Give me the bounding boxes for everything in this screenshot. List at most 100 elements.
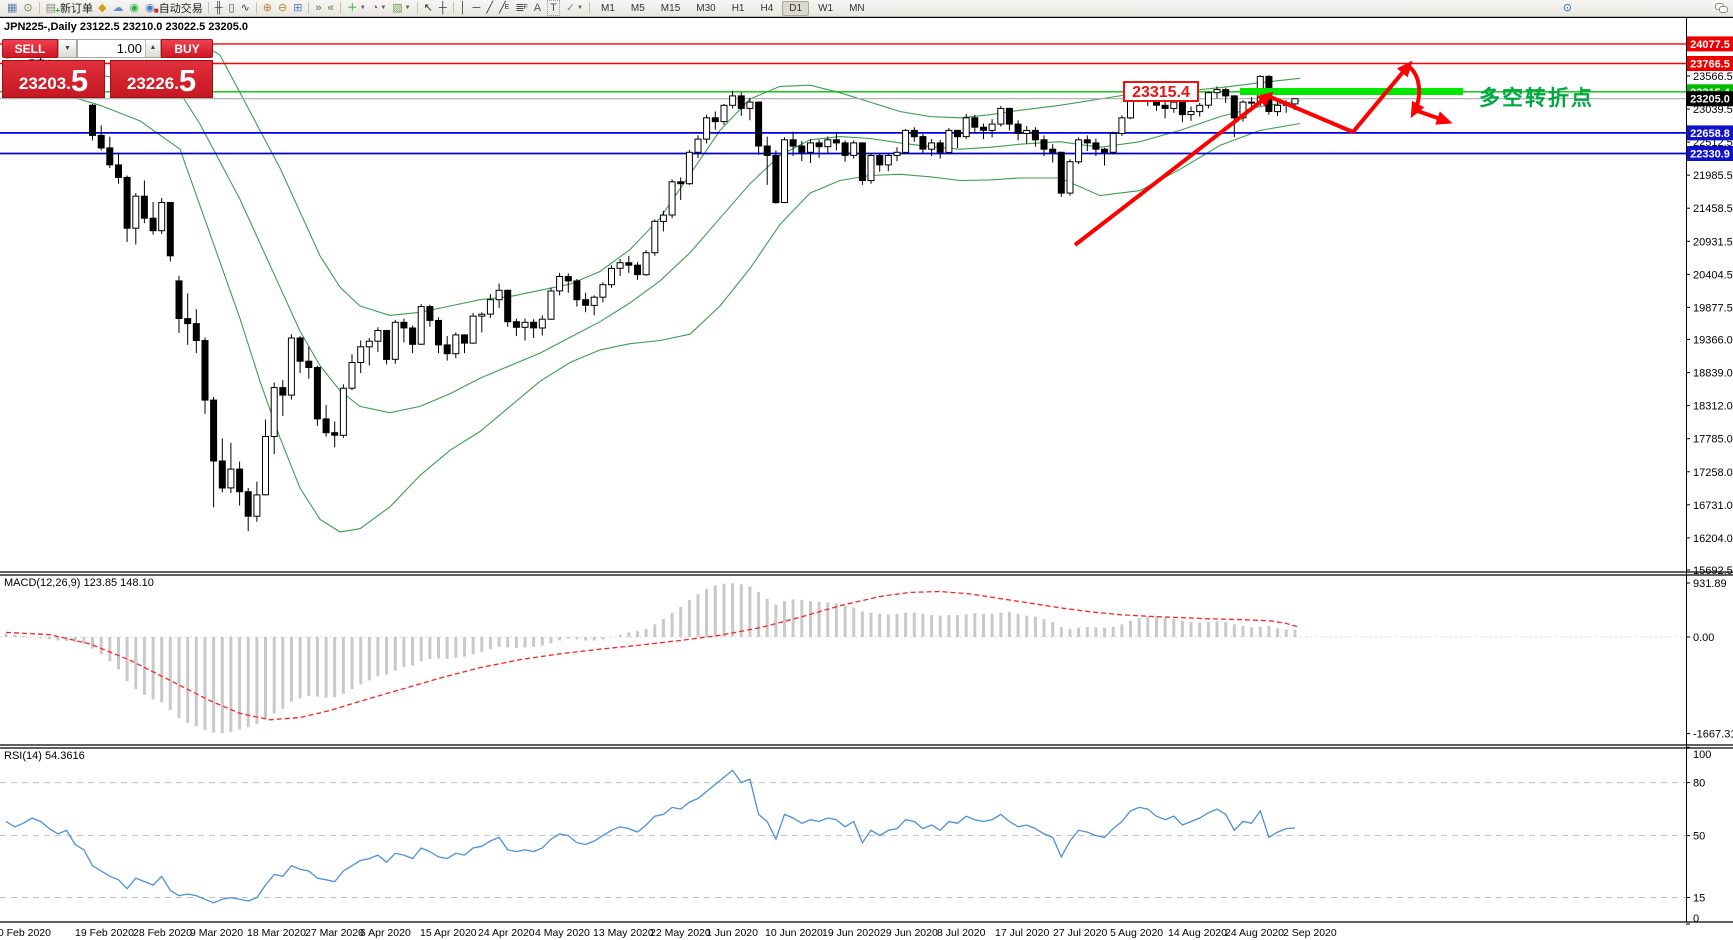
timeframe-h4-button[interactable]: H4 bbox=[760, 2, 774, 14]
new-order-label[interactable]: 新订单 bbox=[60, 3, 94, 15]
label-icon[interactable]: T bbox=[544, 0, 563, 16]
new-order-icon[interactable]: ▤ + bbox=[45, 2, 61, 15]
candle bbox=[89, 104, 96, 136]
timeframe-w1-button[interactable]: W1 bbox=[818, 2, 834, 14]
candle bbox=[1230, 95, 1238, 119]
templates-icon[interactable]: ▧ ▼ bbox=[392, 2, 411, 14]
chart-shift-icon[interactable]: « bbox=[327, 2, 334, 14]
candle bbox=[443, 344, 451, 355]
candle bbox=[582, 299, 590, 306]
text-icon[interactable]: A bbox=[533, 2, 542, 14]
vline-icon[interactable]: │ bbox=[459, 2, 467, 14]
candle bbox=[538, 318, 546, 329]
buy-button[interactable]: BUY bbox=[161, 39, 213, 58]
candle bbox=[365, 340, 373, 348]
crosshair-icon[interactable]: ┼ bbox=[438, 2, 447, 14]
sell-button[interactable]: SELL bbox=[2, 39, 58, 58]
candle bbox=[132, 195, 140, 229]
bollinger-middle-band bbox=[5, 72, 1301, 414]
lot-stepper[interactable]: ▲ bbox=[145, 40, 160, 57]
line-chart-icon[interactable]: ∿ bbox=[240, 2, 250, 14]
candle bbox=[763, 145, 771, 156]
lot-dropdown-button[interactable]: ▼ bbox=[58, 39, 77, 58]
candle bbox=[850, 142, 858, 156]
date-tick: 14 Aug 2020 bbox=[1168, 927, 1227, 939]
zoom-in-icon[interactable]: ⊕ bbox=[262, 2, 273, 14]
price-badge bbox=[1687, 36, 1733, 52]
cloud-account-icon[interactable]: ☁ bbox=[112, 2, 124, 14]
periods-icon[interactable]: ◔ ▼ bbox=[371, 2, 387, 14]
broom-icon[interactable]: ◆ bbox=[98, 2, 107, 14]
zigzag-arrow[interactable] bbox=[1267, 94, 1354, 134]
toolbar-separator bbox=[207, 2, 209, 14]
candle bbox=[478, 313, 486, 317]
autotrade-label[interactable]: 自动交易 bbox=[158, 3, 203, 15]
candle bbox=[313, 367, 321, 420]
timeframe-m15-button[interactable]: M15 bbox=[660, 2, 681, 14]
timeframe-h1-button[interactable]: H1 bbox=[731, 2, 745, 14]
indicators-icon[interactable]: ＋ ▼ bbox=[346, 2, 366, 14]
candlestick-icon[interactable]: ▯ bbox=[228, 2, 235, 14]
candle bbox=[426, 306, 434, 321]
candle bbox=[400, 321, 408, 329]
buy-price-display[interactable]: 23226. 5 bbox=[110, 60, 213, 98]
timeframe-m1-button[interactable]: M1 bbox=[600, 2, 615, 14]
candle bbox=[945, 129, 953, 153]
candle bbox=[867, 155, 875, 182]
cursor-icon[interactable]: ↖ bbox=[423, 2, 433, 14]
bar-chart-icon[interactable]: ╫ bbox=[214, 2, 223, 14]
trendline-icon[interactable]: ╱ bbox=[486, 2, 493, 14]
date-tick: 19 Feb 2020 bbox=[75, 927, 134, 939]
autotrade-icon[interactable]: ◉ ■ bbox=[145, 2, 159, 15]
sell-price-display[interactable]: 23203. 5 bbox=[2, 60, 105, 98]
channel-icon[interactable]: ╱ E bbox=[498, 2, 510, 14]
candle bbox=[1040, 139, 1048, 150]
zigzag-arrow[interactable] bbox=[1351, 60, 1413, 134]
timeframe-m30-button[interactable]: M30 bbox=[696, 2, 716, 14]
candle bbox=[1248, 101, 1256, 104]
timeframe-d1-button[interactable]: D1 bbox=[782, 0, 810, 16]
zigzag-arrow[interactable] bbox=[1411, 107, 1453, 125]
candle bbox=[755, 101, 763, 147]
price-badge-text: 24077.5 bbox=[1690, 39, 1730, 51]
timeframe-mn-button[interactable]: MN bbox=[849, 2, 865, 14]
price-tick: 20404.5 bbox=[1693, 269, 1733, 281]
candle bbox=[841, 142, 849, 156]
candle bbox=[210, 399, 218, 462]
lot-size-input[interactable]: 1.00 bbox=[116, 41, 142, 56]
price-callout-box[interactable] bbox=[1123, 81, 1199, 102]
candle bbox=[642, 252, 650, 276]
candle bbox=[1101, 148, 1108, 153]
price-tick: 16731.0 bbox=[1693, 500, 1733, 512]
candle bbox=[1109, 133, 1117, 153]
candle bbox=[1187, 111, 1195, 116]
fibonacci-icon[interactable]: ≣ F bbox=[515, 2, 528, 14]
zigzag-arrow[interactable] bbox=[1073, 91, 1274, 247]
chart-window-icon[interactable]: ▦ bbox=[7, 2, 18, 14]
profile-search-icon[interactable]: ⊙ bbox=[23, 2, 33, 14]
search-icon[interactable]: ⊙ bbox=[1562, 2, 1572, 14]
signal-icon[interactable]: ◉ bbox=[129, 2, 140, 14]
candle bbox=[616, 262, 624, 269]
candle bbox=[287, 337, 295, 396]
auto-scroll-icon[interactable]: » bbox=[315, 2, 322, 14]
price-tick: 21458.5 bbox=[1693, 203, 1733, 215]
rsi-tick: 50 bbox=[1693, 831, 1705, 843]
zigzag-arrow[interactable] bbox=[1406, 64, 1425, 119]
candle bbox=[469, 315, 477, 344]
candle bbox=[409, 327, 417, 345]
candle bbox=[1023, 129, 1031, 135]
arrows-icon[interactable]: ✓ ▼ bbox=[565, 2, 583, 14]
timeframe-m5-button[interactable]: M5 bbox=[630, 2, 645, 14]
rsi-line bbox=[5, 769, 1295, 904]
date-tick: 27 Jul 2020 bbox=[1053, 927, 1107, 939]
chat-icon[interactable] bbox=[1715, 3, 1729, 13]
zoom-out-icon[interactable]: ⊖ bbox=[278, 2, 288, 14]
tile-windows-icon[interactable]: ⊞ bbox=[293, 2, 303, 14]
chart-canvas[interactable]: 23315.4 多空转折点23566.523039.522512.521985.5… bbox=[0, 17, 1733, 940]
candle bbox=[876, 155, 884, 166]
turning-point-bar[interactable] bbox=[1240, 88, 1463, 95]
date-tick: 4 May 2020 bbox=[535, 927, 590, 939]
hline-icon[interactable]: ─ bbox=[472, 2, 481, 14]
price-callout-text: 23315.4 bbox=[1132, 84, 1190, 101]
